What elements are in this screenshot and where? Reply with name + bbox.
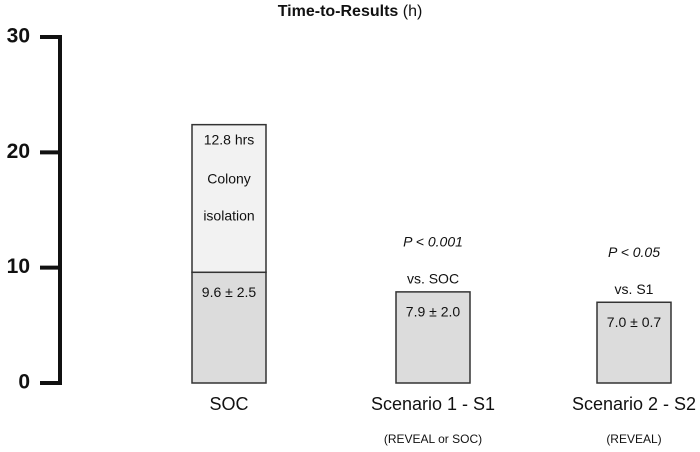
y-tick-label: 20 xyxy=(7,140,30,163)
p-value: P < 0.05 xyxy=(608,244,660,260)
y-tick-label: 10 xyxy=(7,255,30,278)
y-tick-label: 30 xyxy=(7,25,30,48)
segment-label-line: isolation xyxy=(203,207,254,223)
category-note: (REVEAL) xyxy=(606,432,661,446)
title-text: Time-to-Results xyxy=(278,3,399,20)
p-value: P < 0.001 xyxy=(403,234,463,250)
bar-segment xyxy=(191,271,267,384)
value-label: 7.0 ± 0.7 xyxy=(607,314,662,330)
bar-segment xyxy=(596,301,672,384)
y-tick-label: 0 xyxy=(18,371,30,394)
title-unit: (h) xyxy=(403,3,423,20)
x-tick-label: Scenario 1 - S1 xyxy=(371,394,495,414)
x-tick-label: Scenario 2 - S2 xyxy=(572,394,696,414)
segment-label: Colony isolation xyxy=(203,170,254,223)
bar-segment xyxy=(395,291,471,384)
value-label: 7.9 ± 2.0 xyxy=(406,304,461,320)
chart-title: Time-to-Results (h) xyxy=(278,3,423,20)
x-tick-label: SOC xyxy=(209,394,248,414)
segment-label-line: Colony xyxy=(207,170,251,186)
comparison: vs. SOC xyxy=(407,271,459,287)
value-label: 12.8 hrs xyxy=(204,131,255,147)
value-label: 9.6 ± 2.5 xyxy=(202,284,257,300)
category-note: (REVEAL or SOC) xyxy=(384,432,482,446)
comparison: vs. S1 xyxy=(615,281,654,297)
bar-segment xyxy=(191,123,267,274)
